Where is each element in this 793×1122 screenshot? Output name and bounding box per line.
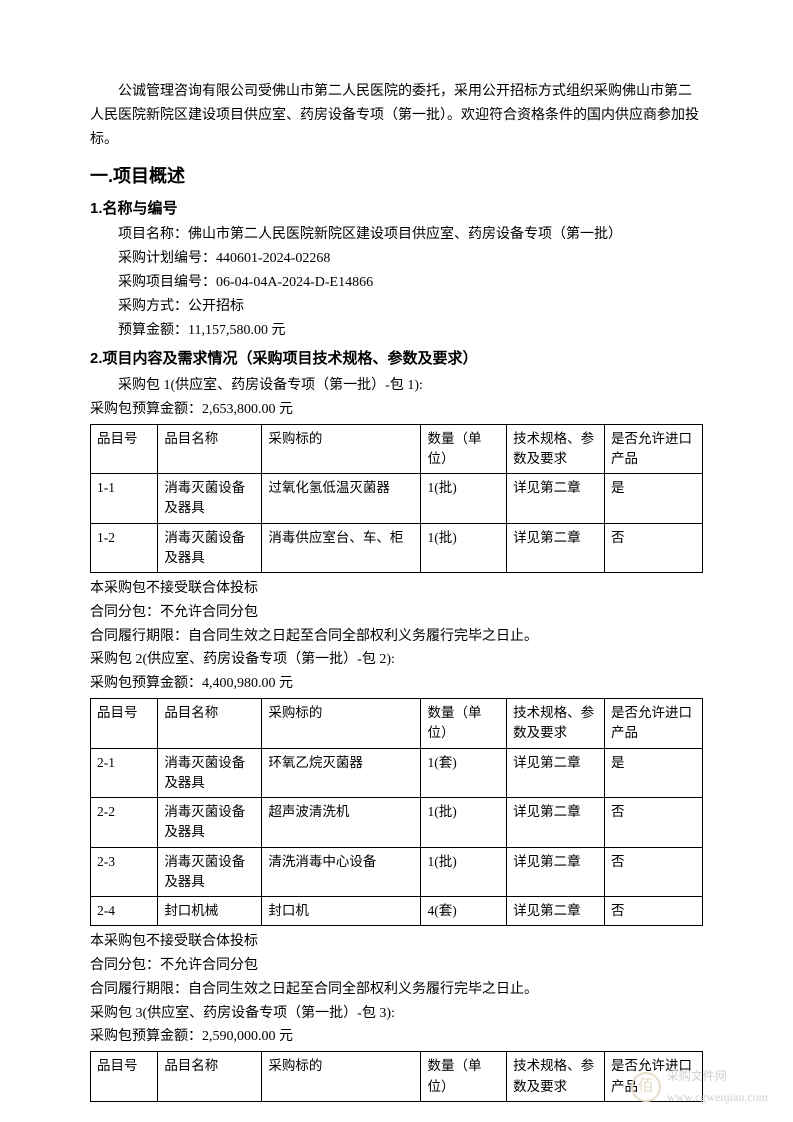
watermark-icon: 佰 (631, 1072, 661, 1102)
cell: 1(批) (421, 847, 507, 897)
th: 品目号 (91, 1052, 158, 1102)
cell: 是 (605, 748, 703, 798)
cell: 2-2 (91, 798, 158, 848)
cell: 消毒灭菌设备及器具 (158, 798, 262, 848)
th: 数量（单位） (421, 424, 507, 474)
package-2-note: 合同履行期限：自合同生效之日起至合同全部权利义务履行完毕之日止。 (90, 978, 703, 1002)
package-3-title: 采购包 3(供应室、药房设备专项（第一批）-包 3): (90, 1002, 703, 1026)
th: 是否允许进口产品 (605, 699, 703, 749)
cell: 清洗消毒中心设备 (262, 847, 421, 897)
info-line: 采购项目编号：06-04-04A-2024-D-E14866 (90, 271, 703, 295)
package-2-title: 采购包 2(供应室、药房设备专项（第一批）-包 2): (90, 648, 703, 672)
cell: 1-2 (91, 523, 158, 573)
cell: 否 (605, 897, 703, 926)
subsection-1-title: 1.名称与编号 (90, 196, 703, 222)
cell: 1(批) (421, 474, 507, 524)
package-1-title: 采购包 1(供应室、药房设备专项（第一批）-包 1): (90, 374, 703, 398)
cell: 详见第二章 (507, 474, 605, 524)
th: 品目号 (91, 699, 158, 749)
th: 技术规格、参数及要求 (507, 1052, 605, 1102)
th: 品目名称 (158, 1052, 262, 1102)
info-line: 项目名称：佛山市第二人民医院新院区建设项目供应室、药房设备专项（第一批） (90, 223, 703, 247)
cell: 2-3 (91, 847, 158, 897)
cell: 详见第二章 (507, 897, 605, 926)
th: 技术规格、参数及要求 (507, 699, 605, 749)
package-1-table: 品目号 品目名称 采购标的 数量（单位） 技术规格、参数及要求 是否允许进口产品… (90, 424, 703, 574)
watermark-line2: www.cgwenjian.com (667, 1090, 768, 1104)
cell: 封口机 (262, 897, 421, 926)
cell: 消毒灭菌设备及器具 (158, 748, 262, 798)
info-line: 采购方式：公开招标 (90, 295, 703, 319)
cell: 消毒供应室台、车、柜 (262, 523, 421, 573)
cell: 是 (605, 474, 703, 524)
section-1-title: 一.项目概述 (90, 161, 703, 192)
package-1-note: 合同履行期限：自合同生效之日起至合同全部权利义务履行完毕之日止。 (90, 625, 703, 649)
th: 数量（单位） (421, 699, 507, 749)
subsection-2-title: 2.项目内容及需求情况（采购项目技术规格、参数及要求） (90, 346, 703, 372)
cell: 详见第二章 (507, 523, 605, 573)
cell: 详见第二章 (507, 748, 605, 798)
info-line: 采购计划编号：440601-2024-02268 (90, 247, 703, 271)
table-row: 2-2 消毒灭菌设备及器具 超声波清洗机 1(批) 详见第二章 否 (91, 798, 703, 848)
cell: 超声波清洗机 (262, 798, 421, 848)
package-1-note: 合同分包：不允许合同分包 (90, 601, 703, 625)
th: 品目名称 (158, 699, 262, 749)
table-row: 1-2 消毒灭菌设备及器具 消毒供应室台、车、柜 1(批) 详见第二章 否 (91, 523, 703, 573)
cell: 否 (605, 798, 703, 848)
th: 数量（单位） (421, 1052, 507, 1102)
cell: 封口机械 (158, 897, 262, 926)
intro-paragraph: 公诚管理咨询有限公司受佛山市第二人民医院的委托，采用公开招标方式组织采购佛山市第… (90, 80, 703, 151)
table-row: 2-4 封口机械 封口机 4(套) 详见第二章 否 (91, 897, 703, 926)
table-header-row: 品目号 品目名称 采购标的 数量（单位） 技术规格、参数及要求 是否允许进口产品 (91, 1052, 703, 1102)
th: 采购标的 (262, 424, 421, 474)
package-1-note: 本采购包不接受联合体投标 (90, 577, 703, 601)
table-header-row: 品目号 品目名称 采购标的 数量（单位） 技术规格、参数及要求 是否允许进口产品 (91, 424, 703, 474)
info-line: 预算金额：11,157,580.00 元 (90, 319, 703, 343)
cell: 4(套) (421, 897, 507, 926)
package-2-budget: 采购包预算金额：4,400,980.00 元 (90, 672, 703, 696)
cell: 1(批) (421, 798, 507, 848)
cell: 1(套) (421, 748, 507, 798)
package-3-table: 品目号 品目名称 采购标的 数量（单位） 技术规格、参数及要求 是否允许进口产品 (90, 1051, 703, 1102)
package-2-note: 合同分包：不允许合同分包 (90, 954, 703, 978)
cell: 详见第二章 (507, 847, 605, 897)
cell: 详见第二章 (507, 798, 605, 848)
cell: 否 (605, 523, 703, 573)
package-3-budget: 采购包预算金额：2,590,000.00 元 (90, 1025, 703, 1049)
th: 是否允许进口产品 (605, 424, 703, 474)
package-2-note: 本采购包不接受联合体投标 (90, 930, 703, 954)
cell: 环氧乙烷灭菌器 (262, 748, 421, 798)
table-header-row: 品目号 品目名称 采购标的 数量（单位） 技术规格、参数及要求 是否允许进口产品 (91, 699, 703, 749)
th: 品目号 (91, 424, 158, 474)
watermark-text: 采购文件网 www.cgwenjian.com (667, 1066, 768, 1107)
cell: 过氧化氢低温灭菌器 (262, 474, 421, 524)
table-row: 2-3 消毒灭菌设备及器具 清洗消毒中心设备 1(批) 详见第二章 否 (91, 847, 703, 897)
cell: 消毒灭菌设备及器具 (158, 847, 262, 897)
cell: 2-1 (91, 748, 158, 798)
cell: 否 (605, 847, 703, 897)
package-1-budget: 采购包预算金额：2,653,800.00 元 (90, 398, 703, 422)
cell: 2-4 (91, 897, 158, 926)
package-2-table: 品目号 品目名称 采购标的 数量（单位） 技术规格、参数及要求 是否允许进口产品… (90, 698, 703, 926)
table-row: 2-1 消毒灭菌设备及器具 环氧乙烷灭菌器 1(套) 详见第二章 是 (91, 748, 703, 798)
th: 采购标的 (262, 699, 421, 749)
th: 技术规格、参数及要求 (507, 424, 605, 474)
table-row: 1-1 消毒灭菌设备及器具 过氧化氢低温灭菌器 1(批) 详见第二章 是 (91, 474, 703, 524)
cell: 消毒灭菌设备及器具 (158, 474, 262, 524)
watermark: 佰 采购文件网 www.cgwenjian.com (631, 1066, 768, 1107)
cell: 消毒灭菌设备及器具 (158, 523, 262, 573)
cell: 1(批) (421, 523, 507, 573)
th: 品目名称 (158, 424, 262, 474)
cell: 1-1 (91, 474, 158, 524)
th: 采购标的 (262, 1052, 421, 1102)
watermark-line1: 采购文件网 (667, 1069, 727, 1083)
